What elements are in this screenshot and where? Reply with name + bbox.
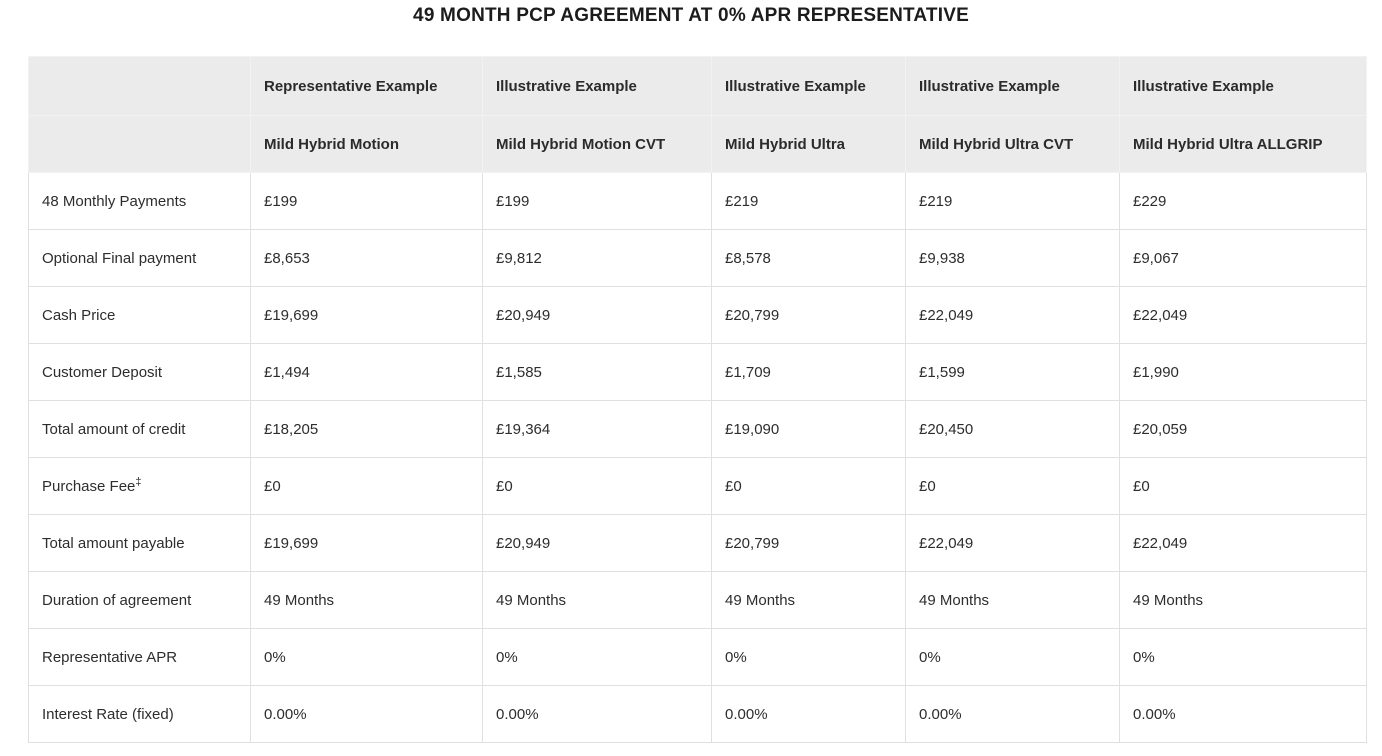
model-name-header: Mild Hybrid Ultra bbox=[711, 115, 906, 173]
row-label-cell: Representative APR bbox=[28, 628, 251, 686]
example-type-header: Illustrative Example bbox=[905, 56, 1120, 116]
value-cell: £1,585 bbox=[482, 343, 712, 401]
model-name-header-row: Mild Hybrid Motion Mild Hybrid Motion CV… bbox=[28, 115, 1367, 173]
value-cell: £1,494 bbox=[250, 343, 483, 401]
value-cell: 0% bbox=[905, 628, 1120, 686]
row-label-cell: Duration of agreement bbox=[28, 571, 251, 629]
example-type-header-row: Representative Example Illustrative Exam… bbox=[28, 56, 1367, 116]
model-name-header: Mild Hybrid Motion CVT bbox=[482, 115, 712, 173]
table-row: Optional Final payment £8,653 £9,812 £8,… bbox=[28, 229, 1367, 287]
value-cell: 49 Months bbox=[482, 571, 712, 629]
value-cell: £22,049 bbox=[905, 286, 1120, 344]
value-cell: 0% bbox=[1119, 628, 1367, 686]
value-cell: £1,990 bbox=[1119, 343, 1367, 401]
value-cell: £199 bbox=[482, 172, 712, 230]
row-label-cell: Purchase Fee‡ bbox=[28, 457, 251, 515]
double-dagger-footnote-mark: ‡ bbox=[135, 475, 142, 488]
row-label-cell: Interest Rate (fixed) bbox=[28, 685, 251, 743]
value-cell: £8,653 bbox=[250, 229, 483, 287]
value-cell: £19,699 bbox=[250, 514, 483, 572]
value-cell: £229 bbox=[1119, 172, 1367, 230]
value-cell: £20,059 bbox=[1119, 400, 1367, 458]
value-cell: £20,949 bbox=[482, 286, 712, 344]
value-cell: £9,938 bbox=[905, 229, 1120, 287]
row-label-cell: Optional Final payment bbox=[28, 229, 251, 287]
example-type-header: Illustrative Example bbox=[482, 56, 712, 116]
example-type-header: Illustrative Example bbox=[1119, 56, 1367, 116]
value-cell: £20,949 bbox=[482, 514, 712, 572]
value-cell: £0 bbox=[482, 457, 712, 515]
value-cell: £9,812 bbox=[482, 229, 712, 287]
table-row: Cash Price £19,699 £20,949 £20,799 £22,0… bbox=[28, 286, 1367, 344]
value-cell: £19,699 bbox=[250, 286, 483, 344]
table-row: Representative APR 0% 0% 0% 0% 0% bbox=[28, 628, 1367, 686]
row-label-cell: Cash Price bbox=[28, 286, 251, 344]
row-label-cell: 48 Monthly Payments bbox=[28, 172, 251, 230]
table-row: Customer Deposit £1,494 £1,585 £1,709 £1… bbox=[28, 343, 1367, 401]
value-cell: £8,578 bbox=[711, 229, 906, 287]
value-cell: £0 bbox=[250, 457, 483, 515]
value-cell: £18,205 bbox=[250, 400, 483, 458]
header-empty-cell bbox=[28, 115, 251, 173]
row-label-cell: Total amount of credit bbox=[28, 400, 251, 458]
value-cell: 0% bbox=[711, 628, 906, 686]
value-cell: 0.00% bbox=[1119, 685, 1367, 743]
value-cell: £22,049 bbox=[1119, 514, 1367, 572]
table-body: 48 Monthly Payments £199 £199 £219 £219 … bbox=[28, 172, 1367, 743]
value-cell: 0% bbox=[482, 628, 712, 686]
example-type-header: Illustrative Example bbox=[711, 56, 906, 116]
value-cell: 49 Months bbox=[905, 571, 1120, 629]
header-empty-cell bbox=[28, 56, 251, 116]
model-name-header: Mild Hybrid Ultra CVT bbox=[905, 115, 1120, 173]
value-cell: £22,049 bbox=[905, 514, 1120, 572]
row-label: Purchase Fee bbox=[42, 477, 136, 495]
value-cell: £219 bbox=[711, 172, 906, 230]
table-row: Total amount payable £19,699 £20,949 £20… bbox=[28, 514, 1367, 572]
pcp-pricing-table: Representative Example Illustrative Exam… bbox=[28, 56, 1367, 743]
value-cell: £9,067 bbox=[1119, 229, 1367, 287]
value-cell: £22,049 bbox=[1119, 286, 1367, 344]
row-label-cell: Customer Deposit bbox=[28, 343, 251, 401]
value-cell: 0.00% bbox=[711, 685, 906, 743]
value-cell: 0.00% bbox=[482, 685, 712, 743]
value-cell: £19,364 bbox=[482, 400, 712, 458]
value-cell: £1,599 bbox=[905, 343, 1120, 401]
value-cell: £199 bbox=[250, 172, 483, 230]
row-label-cell: Total amount payable bbox=[28, 514, 251, 572]
model-name-header: Mild Hybrid Motion bbox=[250, 115, 483, 173]
model-name-header: Mild Hybrid Ultra ALLGRIP bbox=[1119, 115, 1367, 173]
value-cell: £219 bbox=[905, 172, 1120, 230]
value-cell: 49 Months bbox=[1119, 571, 1367, 629]
value-cell: 49 Months bbox=[250, 571, 483, 629]
example-type-header: Representative Example bbox=[250, 56, 483, 116]
value-cell: 0.00% bbox=[905, 685, 1120, 743]
table-row: Duration of agreement 49 Months 49 Month… bbox=[28, 571, 1367, 629]
value-cell: £20,450 bbox=[905, 400, 1120, 458]
value-cell: 0% bbox=[250, 628, 483, 686]
table-row: Interest Rate (fixed) 0.00% 0.00% 0.00% … bbox=[28, 685, 1367, 743]
value-cell: £20,799 bbox=[711, 286, 906, 344]
table-header: Representative Example Illustrative Exam… bbox=[28, 56, 1367, 173]
table-row: Total amount of credit £18,205 £19,364 £… bbox=[28, 400, 1367, 458]
value-cell: 49 Months bbox=[711, 571, 906, 629]
page-title: 49 MONTH PCP AGREEMENT AT 0% APR REPRESE… bbox=[413, 5, 969, 26]
value-cell: £0 bbox=[711, 457, 906, 515]
value-cell: £20,799 bbox=[711, 514, 906, 572]
table-row: 48 Monthly Payments £199 £199 £219 £219 … bbox=[28, 172, 1367, 230]
table-row: Purchase Fee‡ £0 £0 £0 £0 £0 bbox=[28, 457, 1367, 515]
value-cell: £0 bbox=[1119, 457, 1367, 515]
value-cell: 0.00% bbox=[250, 685, 483, 743]
value-cell: £0 bbox=[905, 457, 1120, 515]
value-cell: £1,709 bbox=[711, 343, 906, 401]
value-cell: £19,090 bbox=[711, 400, 906, 458]
